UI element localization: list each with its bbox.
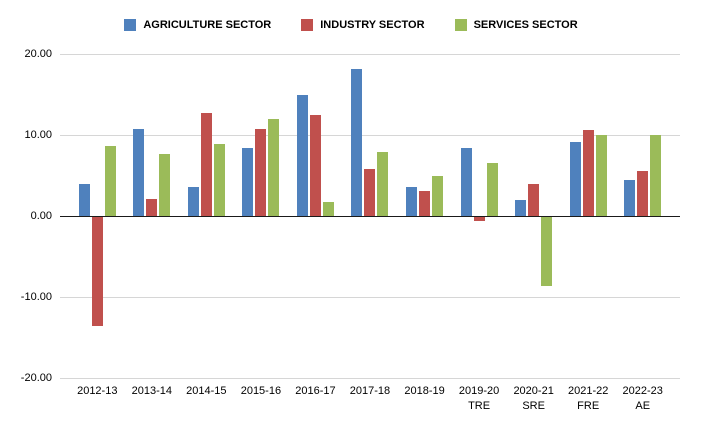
agriculture-bar-2019-20-tre <box>460 147 472 216</box>
legend-item-services: SERVICES SECTOR <box>454 19 578 31</box>
y-tick-label: 0.00 <box>30 210 52 222</box>
agriculture-bar-2015-16 <box>242 147 254 216</box>
bar-group-2014-15 <box>179 54 234 378</box>
industry-bar-2020-21-sre <box>528 184 540 216</box>
bar-group-2022-23-ae <box>615 54 670 378</box>
industry-bar-2016-17 <box>309 114 321 216</box>
industry-bar-2017-18 <box>364 169 376 216</box>
legend-item-agriculture: AGRICULTURE SECTOR <box>124 19 271 31</box>
plot-area <box>60 54 680 379</box>
services-bar-2013-14 <box>159 153 171 216</box>
industry-bar-2019-20-tre <box>473 217 485 222</box>
bar-group-2020-21-sre <box>506 54 561 378</box>
chart-legend: AGRICULTURE SECTOR INDUSTRY SECTOR SERVICE… <box>0 14 702 36</box>
legend-label: SERVICES SECTOR <box>473 19 578 31</box>
services-bar-2015-16 <box>268 118 280 216</box>
legend-label: AGRICULTURE SECTOR <box>143 19 272 31</box>
gridline <box>60 54 680 55</box>
bar-group-2015-16 <box>234 54 289 378</box>
industry-bar-2013-14 <box>146 198 158 216</box>
industry-bar-2015-16 <box>255 128 267 216</box>
x-tick-label: 2021-22 FRE <box>567 385 609 412</box>
legend-swatch-icon <box>301 19 314 31</box>
services-bar-2020-21-sre <box>541 217 553 286</box>
y-tick-label: 10.00 <box>24 129 52 141</box>
bar-group-2019-20-tre <box>452 54 507 378</box>
agriculture-bar-2022-23-ae <box>624 179 636 216</box>
legend-swatch-icon <box>124 19 137 31</box>
industry-bar-2021-22-fre <box>582 130 594 216</box>
industry-bar-2014-15 <box>200 113 212 216</box>
x-tick-label: 2018-19 <box>404 385 445 397</box>
gridline <box>60 135 680 136</box>
industry-bar-2022-23-ae <box>637 170 649 216</box>
agriculture-bar-2021-22-fre <box>569 142 581 216</box>
y-tick-label: 20.00 <box>24 48 52 60</box>
industry-bar-2012-13 <box>91 217 103 327</box>
services-bar-2016-17 <box>322 202 334 216</box>
zero-axis-line <box>60 216 680 217</box>
agriculture-bar-2013-14 <box>133 128 145 216</box>
services-bar-2014-15 <box>213 143 225 216</box>
services-bar-2012-13 <box>104 145 116 216</box>
x-tick-label: 2019-20 TRE <box>458 385 500 412</box>
services-bar-2018-19 <box>432 176 444 216</box>
bar-group-2018-19 <box>397 54 452 378</box>
x-tick-label: 2017-18 <box>349 385 391 397</box>
x-tick-label: 2020-21 SRE <box>513 385 554 412</box>
agriculture-bar-2016-17 <box>296 94 308 216</box>
agriculture-bar-2014-15 <box>187 186 199 216</box>
x-tick-label: 2013-14 <box>131 385 172 397</box>
services-bar-2021-22-fre <box>595 135 607 216</box>
legend-item-industry: INDUSTRY SECTOR <box>301 19 425 31</box>
bar-group-2013-14 <box>125 54 180 378</box>
y-tick-label: -20.00 <box>20 372 52 384</box>
services-bar-2019-20-tre <box>486 163 498 216</box>
agriculture-bar-2018-19 <box>406 186 418 216</box>
x-tick-label: 2015-16 <box>240 385 282 397</box>
agriculture-bar-2020-21-sre <box>515 199 527 216</box>
bar-group-2021-22-fre <box>561 54 616 378</box>
agriculture-bar-2017-18 <box>351 69 363 216</box>
bar-group-2016-17 <box>288 54 343 378</box>
bar-group-2017-18 <box>343 54 398 378</box>
legend-swatch-icon <box>454 19 467 31</box>
x-tick-label: 2012-13 <box>77 385 118 397</box>
x-tick-label: 2014-15 <box>186 385 227 397</box>
gridline <box>60 297 680 298</box>
agriculture-bar-2012-13 <box>78 183 90 216</box>
x-tick-label: 2022-23 AE <box>622 385 663 412</box>
industry-bar-2018-19 <box>419 190 431 216</box>
gridline <box>60 378 680 379</box>
bar-group-2012-13 <box>70 54 125 378</box>
legend-label: INDUSTRY SECTOR <box>320 19 425 31</box>
services-bar-2017-18 <box>377 152 389 216</box>
x-tick-label: 2016-17 <box>295 385 336 397</box>
services-bar-2022-23-ae <box>650 135 662 216</box>
y-tick-label: -10.00 <box>20 291 52 303</box>
